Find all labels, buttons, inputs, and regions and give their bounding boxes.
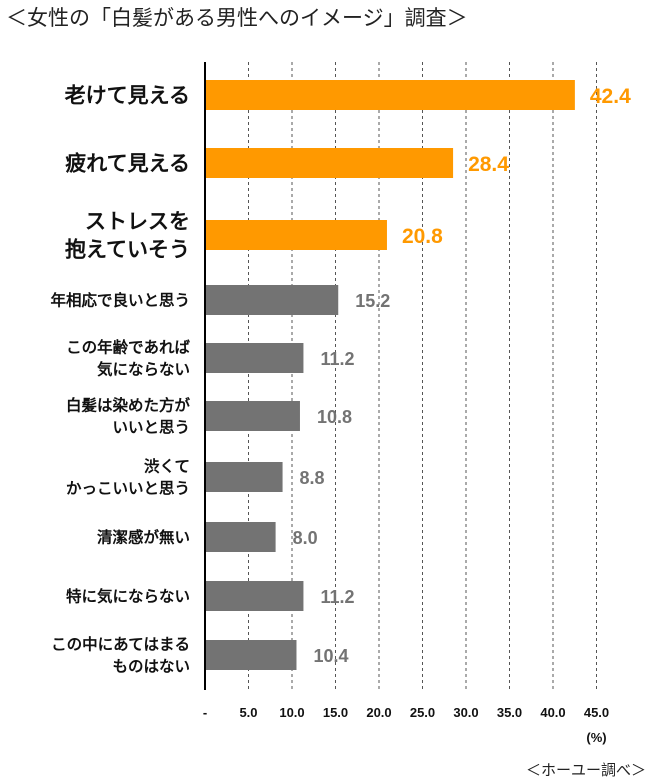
- category-label-line: いいと思う: [112, 419, 190, 437]
- axis-layer: - 5.0 10.0 15.0 20.0 25.0 30.0 35.0 40.0 45.0 (%): [203, 62, 609, 745]
- category-label: ストレスを抱えていそう: [65, 210, 190, 262]
- category-label-line: 抱えていそう: [65, 238, 190, 262]
- value-label: 8.8: [300, 468, 325, 488]
- bar: [206, 462, 283, 492]
- bar: [206, 343, 304, 373]
- x-tick-label: 20.0: [366, 705, 391, 720]
- value-label: 11.2: [320, 587, 354, 607]
- category-label-line: 老けて見える: [65, 84, 190, 108]
- category-label: 渋くてかっこいいと思う: [66, 457, 190, 498]
- bar: [206, 401, 300, 431]
- category-label: 疲れて見える: [65, 152, 190, 176]
- x-tick-label: 15.0: [323, 705, 348, 720]
- bar: [206, 220, 387, 250]
- category-label: 清潔感が無い: [97, 528, 190, 547]
- category-label: 老けて見える: [65, 84, 190, 108]
- x-tick-label: 40.0: [540, 705, 565, 720]
- category-label-line: ものはない: [112, 658, 190, 676]
- bar-layer: [206, 80, 575, 670]
- category-label-line: 清潔感が無い: [97, 528, 190, 547]
- category-label-line: この年齢であれば: [66, 338, 190, 357]
- bar: [206, 148, 454, 178]
- x-tick-label: 35.0: [497, 705, 522, 720]
- category-label-line: ストレスを: [85, 210, 190, 234]
- bar: [206, 80, 575, 110]
- category-label-line: この中にあてはまる: [51, 635, 190, 654]
- value-label: 10.8: [317, 407, 352, 427]
- value-label: 20.8: [402, 225, 443, 248]
- chart-title: ＜女性の「白髪がある男性へのイメージ」調査＞: [6, 6, 468, 30]
- bar: [206, 581, 304, 611]
- x-tick-label: 45.0: [584, 705, 609, 720]
- x-tick-label: -: [203, 705, 207, 720]
- category-label-line: 白髪は染めた方が: [66, 396, 191, 415]
- category-label-line: 疲れて見える: [65, 152, 190, 176]
- category-label-line: 気にならない: [97, 360, 190, 379]
- value-label: 15.2: [355, 291, 390, 311]
- value-label: 11.2: [320, 349, 354, 369]
- category-label: 特に気にならない: [66, 587, 190, 606]
- bar: [206, 522, 276, 552]
- category-label-line: かっこいいと思う: [66, 480, 190, 498]
- x-axis-unit-label: (%): [586, 730, 606, 745]
- category-label-line: 渋くて: [144, 457, 190, 476]
- source-note: ＜ホーユー調べ＞: [525, 761, 646, 779]
- bar: [206, 640, 297, 670]
- category-label: 年相応で良いと思う: [50, 291, 190, 310]
- value-label: 8.0: [293, 528, 318, 548]
- category-label: 白髪は染めた方がいいと思う: [66, 396, 191, 437]
- value-label: 28.4: [468, 153, 509, 176]
- x-tick-label: 10.0: [279, 705, 304, 720]
- label-layer: 42.4 老けて見える 28.4 疲れて見える 20.8 ストレスを抱えていそう 15.2 年…: [50, 84, 631, 676]
- category-label-line: 特に気にならない: [66, 587, 190, 606]
- x-tick-label: 30.0: [453, 705, 478, 720]
- value-label: 10.4: [313, 646, 348, 666]
- x-tick-label: 5.0: [239, 705, 257, 720]
- value-label: 42.4: [590, 85, 631, 108]
- category-label: この中にあてはまるものはない: [51, 635, 190, 676]
- x-tick-label: 25.0: [410, 705, 435, 720]
- category-label-line: 年相応で良いと思う: [50, 291, 190, 310]
- category-label: この年齢であれば気にならない: [66, 338, 190, 379]
- bar: [206, 285, 339, 315]
